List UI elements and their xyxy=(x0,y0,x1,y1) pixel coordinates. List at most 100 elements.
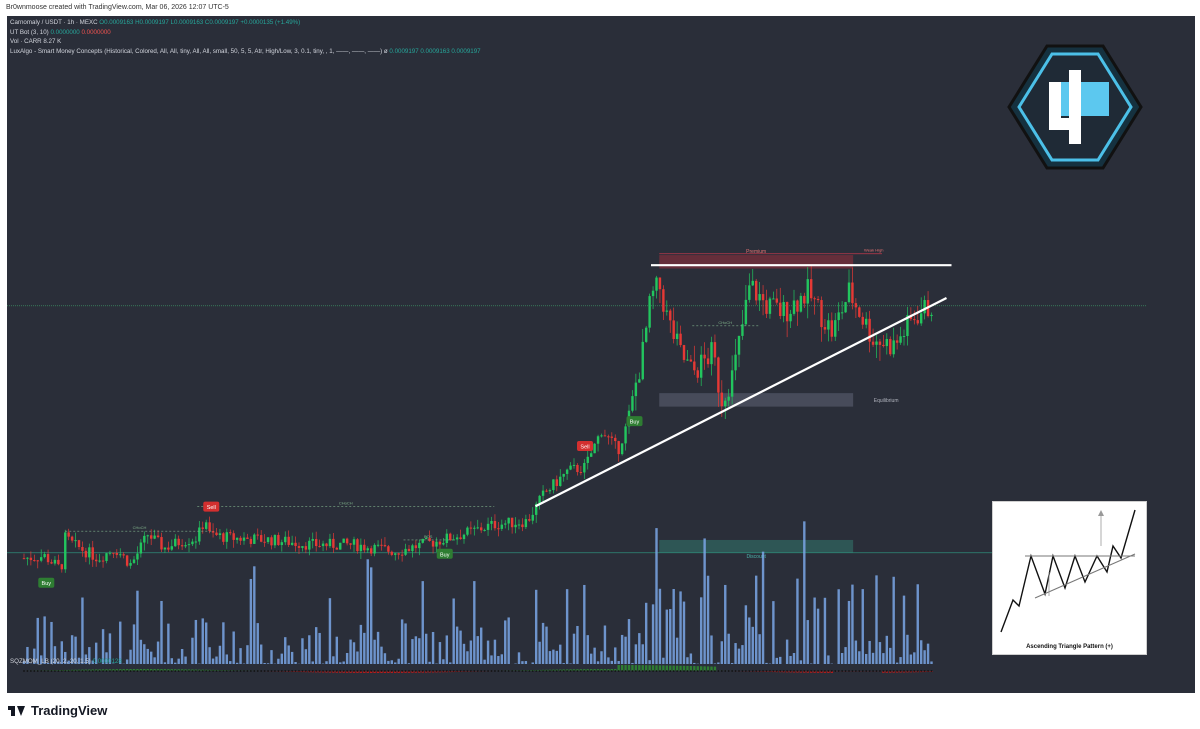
candle-body xyxy=(180,545,184,547)
volume-bar xyxy=(895,662,899,664)
sqz-dot xyxy=(342,670,345,672)
candle-body xyxy=(596,436,600,444)
sqz-dot xyxy=(772,670,775,672)
candle-body xyxy=(559,476,562,486)
volume-bar xyxy=(686,657,689,664)
volume-bar xyxy=(576,625,579,664)
sqz-bar xyxy=(631,665,634,671)
volume-bar xyxy=(858,651,861,664)
candle-body xyxy=(394,553,397,555)
volume-bar xyxy=(483,659,486,664)
sqz-dot xyxy=(483,670,486,672)
candle-body xyxy=(428,537,431,542)
candle-body xyxy=(29,557,33,561)
sqz-dot xyxy=(786,670,789,672)
sqz-dot xyxy=(689,670,692,672)
sqz-dot xyxy=(717,670,720,672)
volume-bar xyxy=(215,656,218,664)
candle-body xyxy=(105,553,108,562)
volume-bar xyxy=(744,605,748,664)
sqz-bar xyxy=(600,669,603,671)
volume-bar xyxy=(889,647,892,664)
sqz-dot xyxy=(277,670,280,672)
tradingview-brand[interactable]: TradingView xyxy=(8,703,107,718)
candle-body xyxy=(885,339,889,347)
sqz-dot xyxy=(703,670,706,672)
volume-bar xyxy=(266,663,270,664)
candle-body xyxy=(871,341,875,345)
sqz-bar xyxy=(143,669,146,671)
sqz-dot xyxy=(889,670,892,672)
candle-body xyxy=(400,554,404,556)
sqz-bar xyxy=(108,669,112,671)
sqz-dot xyxy=(590,670,593,672)
candle-body xyxy=(156,535,160,538)
volume-value: 8.27 K xyxy=(43,38,62,46)
sqz-dot xyxy=(363,670,366,672)
candle-body xyxy=(390,551,394,555)
sqz-dot xyxy=(579,670,582,672)
candle-body xyxy=(174,538,177,547)
volume-bar xyxy=(418,638,421,664)
candle-body xyxy=(232,533,235,540)
sqz-dot xyxy=(789,670,792,672)
volume-bar xyxy=(641,644,644,664)
volume-label[interactable]: Vol · CARR xyxy=(10,38,42,46)
price-chart-svg[interactable]: Premium Weak High Equilibrium Discount CHoCH… xyxy=(7,16,1146,676)
indicator-legend: Carnomaly / USDT · 1h · MEXC O0.0009163 … xyxy=(10,18,481,56)
candle-body xyxy=(143,535,146,543)
candle-body xyxy=(693,361,696,371)
volume-bar xyxy=(892,576,895,664)
volume-bar xyxy=(438,642,442,664)
sqz-dot xyxy=(593,670,596,672)
volume-bar xyxy=(531,662,534,664)
sqzmom-label[interactable]: SQZMOM_LB (20, 2, 20, 1.5) xyxy=(10,658,91,665)
candle-body xyxy=(882,344,885,347)
sqz-dot xyxy=(865,670,868,672)
sqz-bar xyxy=(359,671,363,673)
luxalgo-label[interactable]: LuxAlgo - Smart Money Concepts (Historic… xyxy=(10,47,388,55)
candle-body xyxy=(761,294,765,301)
candle-body xyxy=(634,382,638,397)
sqz-dot xyxy=(133,670,135,672)
sqz-dot xyxy=(892,670,895,672)
sqz-bar xyxy=(583,669,586,671)
volume-bar xyxy=(796,578,799,664)
sqz-bar xyxy=(366,671,369,673)
sqz-dot xyxy=(394,670,397,672)
sqz-dot xyxy=(803,670,806,672)
candle-body xyxy=(177,538,180,546)
volume-bar xyxy=(208,647,211,664)
candle-body xyxy=(789,313,792,322)
sqz-dot xyxy=(652,670,654,672)
sqz-dot xyxy=(559,670,562,672)
volume-bar xyxy=(394,662,397,664)
candle-body xyxy=(170,546,174,550)
candle-body xyxy=(906,315,909,337)
candle-body xyxy=(834,320,837,337)
symbol-name[interactable]: Carnomaly / USDT · 1h · MEXC xyxy=(10,19,98,26)
sqz-dot xyxy=(779,670,782,672)
volume-line: Vol · CARR 8.27 K xyxy=(10,37,481,47)
ut-bot-label[interactable]: UT Bot (3, 10) xyxy=(10,28,49,36)
candle-body xyxy=(724,400,727,407)
sqz-dot xyxy=(88,670,91,672)
candle-body xyxy=(77,540,81,548)
candle-body xyxy=(239,537,242,541)
volume-bar xyxy=(431,631,435,664)
volume-bar xyxy=(43,616,46,664)
volume-bar xyxy=(359,624,363,664)
volume-bar xyxy=(222,622,225,664)
volume-bar xyxy=(758,634,761,664)
volume-bar xyxy=(885,635,889,664)
sqz-dot xyxy=(696,670,699,672)
volume-bar xyxy=(562,663,565,664)
signal-tag xyxy=(626,416,643,427)
chart-plot-area[interactable]: Premium Weak High Equilibrium Discount CHoCH… xyxy=(7,16,1146,676)
sqz-dot xyxy=(346,670,349,672)
candle-body xyxy=(840,312,844,314)
candle-body xyxy=(490,520,493,524)
sqz-bar xyxy=(115,669,119,671)
candle-body xyxy=(507,517,510,524)
support-trendline xyxy=(535,297,947,508)
